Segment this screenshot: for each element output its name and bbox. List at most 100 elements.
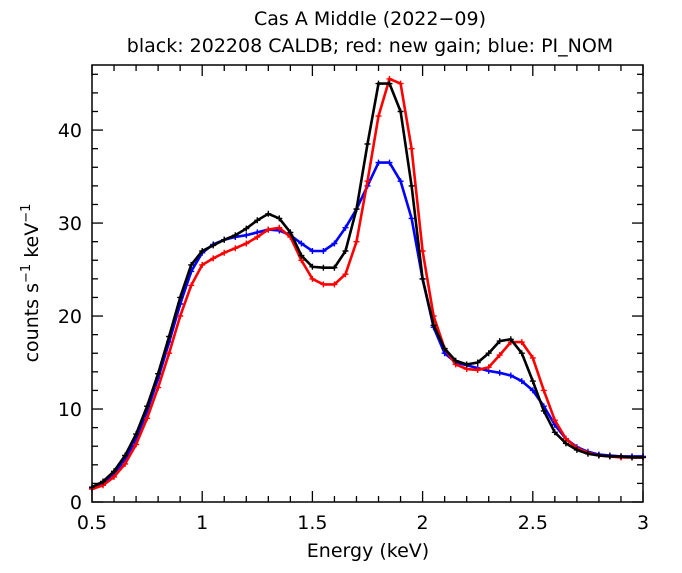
series-1-point xyxy=(375,113,382,120)
y-label-counts: counts s xyxy=(21,283,43,362)
series-0-point xyxy=(232,232,239,239)
y-tick-label: 30 xyxy=(58,213,82,235)
series-0-point xyxy=(254,217,261,224)
series-1-point xyxy=(540,387,547,394)
series-0-point xyxy=(353,206,360,213)
x-axis-label: Energy (keV) xyxy=(307,540,429,562)
series-0-point xyxy=(342,248,349,254)
series-0-point xyxy=(573,446,580,453)
series-0-point xyxy=(199,248,206,254)
series-0-point xyxy=(265,210,272,217)
x-tick-label: 3 xyxy=(637,512,649,534)
series-0-point xyxy=(210,242,217,249)
series-1-point xyxy=(518,339,525,346)
series-0-point xyxy=(188,261,195,268)
y-tick-label: 20 xyxy=(58,306,82,328)
series-0-point xyxy=(144,403,151,410)
series-0-point xyxy=(243,225,250,232)
series-1-point xyxy=(331,281,338,288)
series-2-point xyxy=(375,159,382,166)
series-2-point xyxy=(408,215,415,222)
series-2-point xyxy=(298,240,305,247)
series-1-point xyxy=(496,352,503,359)
x-tick-label: 1 xyxy=(196,512,208,534)
series-0-point xyxy=(397,108,404,115)
data-layer xyxy=(89,75,646,492)
y-tick-label: 40 xyxy=(58,120,82,142)
series-0-point xyxy=(430,322,437,329)
series-0-point xyxy=(122,452,129,459)
series-0 xyxy=(89,80,646,491)
y-tick-label: 10 xyxy=(58,399,82,421)
series-0-point xyxy=(166,333,173,340)
series-2-point xyxy=(386,159,393,166)
y-label-exp-2: −1 xyxy=(19,204,34,223)
series-0-point xyxy=(584,450,591,457)
series-0-point xyxy=(518,350,525,357)
series-1-point xyxy=(221,249,228,256)
series-2-point xyxy=(243,232,250,239)
series-2-point xyxy=(320,248,327,254)
series-0-point xyxy=(419,275,426,282)
series-0-point xyxy=(331,264,338,271)
series-2-point xyxy=(397,178,404,185)
series-0-point xyxy=(496,338,503,345)
series-2-point xyxy=(518,378,525,385)
series-2-point xyxy=(331,240,338,247)
x-tick-label: 1.5 xyxy=(297,512,327,534)
series-1-point xyxy=(111,473,117,480)
series-2-point xyxy=(342,224,349,231)
series-1-point xyxy=(265,226,272,233)
series-0-point xyxy=(276,215,283,222)
series-0-point xyxy=(551,429,558,436)
y-tick-label: 0 xyxy=(70,492,82,514)
series-0-point xyxy=(133,431,140,438)
chart-title: Cas A Middle (2022−09) xyxy=(254,8,486,30)
series-0-point xyxy=(463,361,470,368)
series-0-point xyxy=(485,350,492,357)
series-1-point xyxy=(485,364,492,371)
plot-frame xyxy=(91,64,644,503)
y-axis-label: counts s−1 keV−1 xyxy=(19,204,43,363)
series-0-point xyxy=(309,263,316,270)
series-1-point xyxy=(364,178,371,185)
series-1-point xyxy=(551,417,558,424)
x-tick-label: 0.5 xyxy=(77,512,107,534)
series-2-point xyxy=(507,372,514,379)
series-1-point xyxy=(342,271,349,278)
series-0-point xyxy=(298,252,305,259)
series-1-point xyxy=(353,238,360,245)
series-1-point xyxy=(210,255,217,262)
series-0-point xyxy=(618,453,624,460)
chart-subtitle: black: 202208 CALDB; red: new gain; blue… xyxy=(127,35,613,57)
series-1-point xyxy=(155,384,162,391)
series-0-point xyxy=(386,80,393,87)
x-tick-label: 2 xyxy=(417,512,429,534)
series-1-point xyxy=(474,367,481,373)
series-1-point xyxy=(133,441,140,448)
series-1-point xyxy=(309,275,316,282)
series-1-point xyxy=(177,313,184,319)
series-1-point xyxy=(188,282,195,289)
series-1-point xyxy=(397,80,404,87)
series-1-point xyxy=(529,354,536,361)
series-1-point xyxy=(166,350,173,357)
series-0-point xyxy=(562,440,569,447)
series-0-point xyxy=(474,359,481,366)
series-0-point xyxy=(221,236,228,243)
series-0-point xyxy=(111,468,117,475)
series-0-point xyxy=(629,454,635,461)
series-1-point xyxy=(144,415,151,422)
series-0-point xyxy=(155,370,162,377)
series-0-point xyxy=(364,141,371,147)
series-1-point xyxy=(243,240,250,247)
series-0-point xyxy=(529,378,536,385)
series-2-point xyxy=(496,369,503,376)
x-tick-label: 2.5 xyxy=(518,512,548,534)
series-0-point xyxy=(375,80,382,87)
series-1-point xyxy=(408,145,415,152)
series-1-point xyxy=(199,261,206,268)
series-0-point xyxy=(540,407,547,414)
